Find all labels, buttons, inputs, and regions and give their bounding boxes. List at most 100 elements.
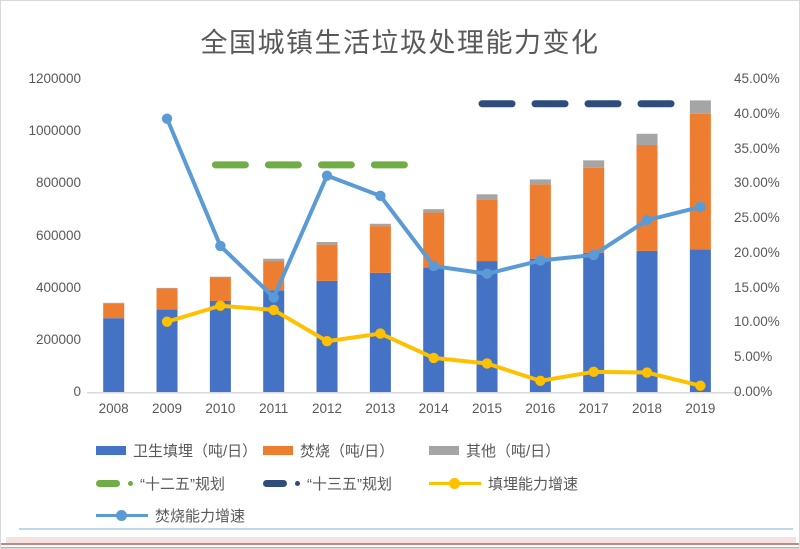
marker-incineration_growth: [375, 190, 386, 202]
y-axis-right-tick: 25.00%: [734, 210, 780, 226]
marker-landfill_growth: [695, 380, 706, 391]
y-axis-right-tick: 35.00%: [734, 140, 780, 156]
marker-incineration_growth: [481, 268, 493, 279]
y-axis-right-tick: 15.00%: [734, 279, 780, 295]
x-axis-label-2012: 2012: [312, 401, 343, 416]
marker-landfill_growth: [268, 304, 279, 316]
bar-segment-incineration-2018: [636, 144, 658, 251]
marker-landfill_growth: [215, 300, 226, 311]
bottom-light-blue-rule: [19, 528, 793, 530]
x-axis-label-2013: 2013: [365, 401, 396, 416]
legend-item-incineration: 焚烧（吨/日）: [263, 441, 395, 460]
bar-segment-incineration-2014: [423, 212, 445, 268]
x-axis-label-2014: 2014: [418, 401, 449, 416]
legend-item-other: 其他（吨/日）: [429, 441, 561, 460]
y-axis-right-tick: 20.00%: [734, 244, 780, 260]
marker-landfill_growth: [481, 358, 493, 369]
bottom-rose-line: [1, 543, 799, 545]
bar-segment-landfill-2014: [423, 267, 445, 392]
bar-segment-incineration-2009: [156, 288, 178, 310]
bar-segment-landfill-2017: [583, 252, 605, 392]
x-axis-label-2016: 2016: [525, 401, 556, 416]
y-axis-left-tick: 800000: [35, 175, 81, 191]
legend-item-incineration_growth: 焚烧能力增速: [96, 506, 246, 525]
bar-segment-incineration-2012: [316, 244, 338, 281]
x-axis-label-2011: 2011: [259, 401, 289, 416]
incineration-swatch-icon: [263, 445, 293, 455]
x-axis-label-2008: 2008: [98, 401, 129, 416]
y-axis-right-tick: 5.00%: [734, 349, 773, 365]
marker-landfill_growth: [321, 336, 333, 347]
bar-segment-other-2019: [689, 100, 711, 114]
marker-incineration_growth: [161, 113, 173, 124]
legend-label: 卫生填埋（吨/日）: [133, 442, 258, 460]
landfill-swatch-icon: [96, 445, 126, 455]
marker-incineration_growth: [321, 170, 333, 181]
plan13-dash-icon: [263, 479, 287, 487]
y-axis-left-tick: 600000: [35, 227, 81, 243]
bar-segment-other-2017: [583, 160, 605, 168]
bar-segment-other-2015: [476, 194, 498, 200]
bar-segment-incineration-2013: [369, 226, 391, 273]
legend-label: “十三五”规划: [307, 475, 392, 493]
legend-item-landfill_growth: 填埋能力增速: [429, 474, 579, 493]
legend-label: 填埋能力增速: [488, 475, 579, 493]
marker-landfill_growth: [535, 375, 546, 387]
legend-label: 其他（吨/日）: [466, 442, 561, 460]
bar-segment-landfill-2018: [636, 250, 658, 392]
y-axis-left-tick: 400000: [35, 279, 81, 295]
x-axis-label-2019: 2019: [685, 401, 716, 416]
y-axis-left-tick: 200000: [35, 331, 81, 347]
x-axis-label-2009: 2009: [152, 401, 183, 416]
marker-landfill_growth: [641, 367, 653, 378]
legend-label: “十二五”规划: [140, 475, 225, 493]
marker-incineration_growth: [641, 214, 653, 226]
bar-segment-incineration-2015: [476, 199, 498, 262]
bar-segment-other-2011: [263, 258, 285, 262]
bar-segment-other-2010: [209, 276, 231, 278]
bar-segment-incineration-2017: [583, 167, 605, 253]
marker-landfill_growth: [588, 366, 599, 378]
bottom-pink-band: [6, 537, 796, 543]
y-axis-right-tick: 40.00%: [734, 105, 780, 121]
plan13-dot-icon: [295, 480, 300, 486]
bar-segment-other-2009: [156, 287, 178, 289]
marker-landfill_growth: [161, 316, 173, 327]
x-axis-label-2017: 2017: [578, 401, 609, 416]
bar-segment-other-2012: [316, 242, 338, 245]
x-axis-label-2010: 2010: [205, 401, 236, 416]
x-axis-label-2018: 2018: [631, 401, 663, 416]
bar-segment-incineration-2008: [103, 303, 125, 319]
landfill_growth-line-icon: [429, 477, 481, 489]
y-axis-right-tick: 45.00%: [734, 71, 780, 86]
bar-segment-landfill-2016: [529, 258, 551, 392]
y-axis-right-tick: 30.00%: [734, 175, 780, 191]
bar-segment-incineration-2019: [689, 113, 711, 250]
marker-incineration_growth: [535, 255, 546, 266]
bar-segment-landfill-2009: [156, 309, 178, 392]
y-axis-right-tick: 10.00%: [734, 314, 780, 330]
bar-segment-landfill-2019: [689, 249, 711, 392]
y-axis-left-tick: 1000000: [28, 123, 81, 139]
bar-segment-landfill-2010: [209, 300, 231, 392]
bar-segment-other-2013: [369, 223, 391, 227]
bar-segment-landfill-2008: [103, 318, 125, 392]
marker-incineration_growth: [428, 260, 439, 272]
marker-landfill_growth: [375, 328, 386, 339]
bar-segment-other-2018: [636, 133, 658, 145]
legend-label: 焚烧（吨/日）: [300, 442, 395, 460]
y-axis-left-tick: 1200000: [28, 71, 81, 86]
other-swatch-icon: [429, 445, 459, 455]
legend-item-plan13: “十三五”规划: [263, 474, 392, 493]
plan12-dash-icon: [96, 479, 120, 487]
legend-label: 焚烧能力增速: [155, 507, 246, 525]
chart-title: 全国城镇生活垃圾处理能力变化: [200, 28, 600, 58]
bottom-steel-blue-line: [1, 547, 799, 548]
marker-incineration_growth: [268, 292, 279, 303]
legend-item-landfill: 卫生填埋（吨/日）: [96, 441, 258, 460]
bar-segment-other-2016: [529, 179, 551, 185]
bar-segment-incineration-2010: [209, 277, 231, 301]
bar-segment-incineration-2016: [529, 184, 551, 259]
